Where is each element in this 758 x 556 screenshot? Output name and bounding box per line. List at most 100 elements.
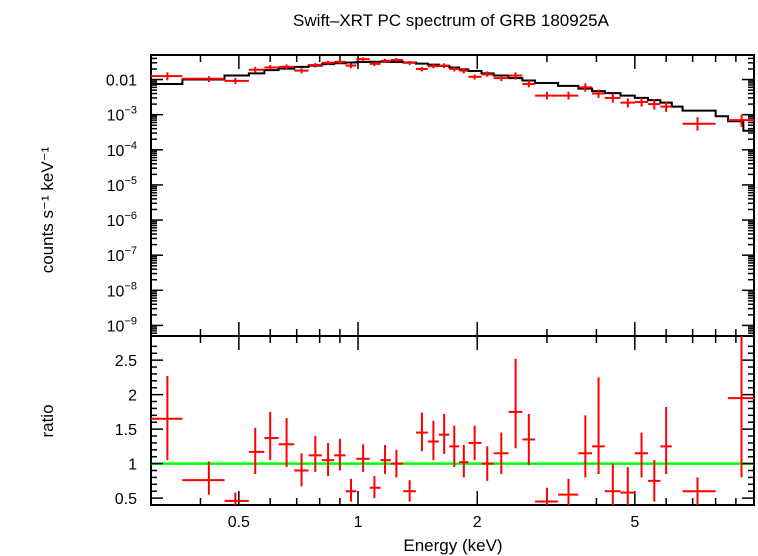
data-point xyxy=(578,83,593,92)
y-tick-label: 2 xyxy=(128,388,137,405)
y-tick-label: 10−3 xyxy=(107,105,137,125)
y-tick-label: 1 xyxy=(128,457,137,474)
data-point xyxy=(522,80,536,88)
y-tick-label: 10−6 xyxy=(107,210,137,230)
data-point xyxy=(634,97,649,107)
ratio-y-ticks xyxy=(151,345,754,499)
data-point xyxy=(415,66,428,72)
spectrum-y-ticks xyxy=(151,54,754,337)
x-tick-label: 5 xyxy=(630,514,639,531)
y-tick-label: 0.01 xyxy=(106,73,137,90)
data-point xyxy=(660,101,672,112)
data-point xyxy=(151,376,183,461)
y-tick-label-exponent: −8 xyxy=(124,280,137,292)
data-point xyxy=(151,72,183,81)
y-tick-label-exponent: −7 xyxy=(124,245,137,257)
data-point xyxy=(403,60,416,65)
data-point xyxy=(558,478,579,505)
data-point xyxy=(345,478,357,502)
data-point xyxy=(493,75,509,82)
y-tick-label-exponent: −5 xyxy=(124,175,137,187)
data-point xyxy=(648,99,661,110)
ratio-panel: 0.5 1 1.5 2 2.5 0.5 1 2 5 ratio Energy (keV) xyxy=(38,335,755,555)
spectrum-data-points xyxy=(151,57,754,131)
data-point xyxy=(493,432,509,474)
data-point xyxy=(248,427,265,474)
data-point xyxy=(294,68,309,74)
data-point xyxy=(620,98,635,108)
data-point xyxy=(427,420,439,461)
y-tick-label-base: 10 xyxy=(107,283,125,300)
ratio-panel-frame xyxy=(150,335,755,506)
data-point xyxy=(535,487,559,505)
data-point xyxy=(728,336,754,478)
data-point xyxy=(604,93,621,103)
data-point xyxy=(449,425,460,468)
data-point xyxy=(380,58,391,63)
ratio-y-axis-label: ratio xyxy=(38,404,57,437)
y-tick-label-exponent: −9 xyxy=(124,315,137,327)
data-point xyxy=(427,63,439,69)
data-point xyxy=(648,460,661,502)
y-tick-label: 2.5 xyxy=(115,353,137,370)
y-tick-label-base: 10 xyxy=(107,213,125,230)
y-tick-label: 10−7 xyxy=(107,245,137,265)
x-axis-label: Energy (keV) xyxy=(403,536,502,555)
data-point xyxy=(592,377,605,474)
data-point xyxy=(438,63,450,69)
data-point xyxy=(682,477,716,505)
data-point xyxy=(634,432,649,478)
x-tick-label: 2 xyxy=(473,514,482,531)
ratio-data-points xyxy=(151,336,754,505)
data-point xyxy=(508,72,523,80)
data-point xyxy=(728,114,754,127)
y-tick-label-exponent: −3 xyxy=(124,105,137,117)
data-point xyxy=(390,58,404,63)
data-point xyxy=(278,418,295,468)
data-point xyxy=(321,442,335,477)
data-point xyxy=(334,438,346,471)
data-point xyxy=(604,463,621,505)
y-tick-label: 10−4 xyxy=(107,140,137,160)
data-point xyxy=(380,444,391,474)
data-point xyxy=(308,436,322,472)
data-point xyxy=(264,64,279,70)
data-point xyxy=(468,74,482,80)
data-point xyxy=(369,61,381,67)
data-point xyxy=(578,415,593,478)
ratio-y-tick-labels: 0.5 1 1.5 2 2.5 xyxy=(115,353,137,508)
data-point xyxy=(620,467,635,505)
spectrum-y-axis-label: counts s⁻¹ keV⁻¹ xyxy=(38,146,57,273)
data-point xyxy=(468,425,482,461)
data-point xyxy=(459,68,469,74)
data-point xyxy=(356,57,370,62)
data-point xyxy=(522,413,536,465)
data-point xyxy=(182,76,225,83)
data-point xyxy=(390,449,404,478)
data-point xyxy=(278,64,295,69)
data-point xyxy=(321,60,335,65)
data-point xyxy=(308,62,322,68)
x-tick-label: 0.5 xyxy=(228,514,250,531)
data-point xyxy=(660,407,672,474)
data-point xyxy=(264,411,279,461)
data-point xyxy=(345,63,357,69)
y-tick-label-base: 10 xyxy=(107,248,125,265)
data-point xyxy=(248,66,265,73)
ratio-x-ticks xyxy=(150,336,755,505)
data-point xyxy=(369,476,381,499)
data-point xyxy=(535,91,559,100)
data-point xyxy=(224,77,249,84)
data-point xyxy=(182,461,225,495)
data-point xyxy=(438,413,450,454)
data-point xyxy=(224,492,249,505)
x-tick-label: 1 xyxy=(354,514,363,531)
y-tick-label: 10−5 xyxy=(107,175,137,195)
y-tick-label: 1.5 xyxy=(115,422,137,439)
chart-title: Swift–XRT PC spectrum of GRB 180925A xyxy=(293,11,610,30)
y-tick-label-base: 10 xyxy=(107,318,125,335)
data-point xyxy=(459,444,469,478)
